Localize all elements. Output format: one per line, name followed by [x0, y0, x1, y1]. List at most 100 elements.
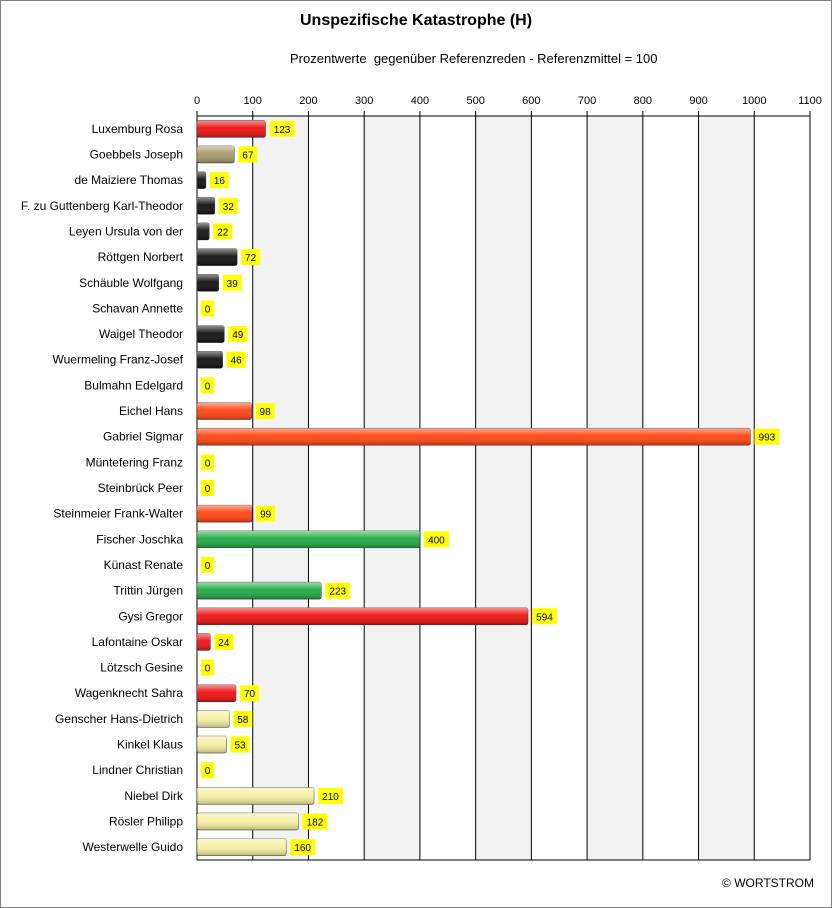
category-label: Röttgen Norbert [98, 250, 184, 264]
value-label: 210 [322, 792, 339, 803]
plot-stripe [531, 116, 588, 860]
value-label-bg [218, 197, 238, 214]
value-label: 32 [223, 202, 235, 213]
category-label: Lindner Christian [92, 763, 183, 777]
bar-gloss [197, 171, 206, 189]
chart-subtitle: Prozentwerte gegenüber Referenzreden - R… [290, 51, 658, 66]
value-label-bg [201, 556, 214, 573]
value-label-bg [214, 633, 234, 650]
value-label-bg [302, 813, 328, 830]
category-label: Müntefering Franz [86, 455, 183, 469]
category-label: Lafontaine Oskar [92, 635, 183, 649]
bar-gloss [197, 248, 238, 266]
value-label-bg [201, 762, 214, 779]
bar-gloss [197, 274, 219, 292]
value-label: 0 [205, 664, 211, 675]
category-label: Luxemburg Rosa [92, 122, 184, 136]
value-label-bg [255, 403, 275, 420]
value-label: 16 [214, 176, 226, 187]
category-label: Genscher Hans-Dietrich [55, 712, 183, 726]
bar-gloss [197, 505, 253, 523]
bar-gloss [197, 736, 227, 754]
bar-gloss [197, 325, 225, 343]
value-label: 49 [232, 330, 244, 341]
value-label: 594 [536, 612, 553, 623]
category-label: Waigel Theodor [99, 327, 183, 341]
value-label: 67 [242, 150, 254, 161]
value-label: 39 [227, 279, 239, 290]
plot-stripe [475, 116, 532, 860]
bar-gloss [197, 787, 315, 805]
category-label: Niebel Dirk [124, 789, 184, 803]
category-label: Wuermeling Franz-Josef [53, 353, 184, 367]
value-label: 0 [205, 458, 211, 469]
value-label: 46 [231, 356, 243, 367]
value-label: 993 [759, 433, 776, 444]
value-label-bg [226, 351, 246, 368]
value-label-bg [201, 480, 214, 496]
value-label: 99 [260, 510, 272, 521]
copyright-note: © WORTSTROM [722, 876, 814, 890]
bar-gloss [197, 428, 751, 446]
value-label: 24 [218, 638, 230, 649]
value-label: 0 [205, 304, 211, 315]
category-label: Rösler Philipp [109, 815, 183, 829]
value-label-bg [754, 428, 780, 445]
value-label-bg [228, 326, 248, 343]
bar-gloss [197, 838, 287, 856]
value-label-bg [222, 274, 242, 291]
bar-gloss [197, 351, 223, 369]
category-label: Wagenknecht Sahra [75, 686, 184, 700]
chart-title: Unspezifische Katastrophe (H) [300, 12, 533, 29]
value-label: 0 [205, 561, 211, 572]
category-label: Trittin Jürgen [113, 584, 183, 598]
x-tick-label: 700 [578, 95, 596, 107]
bar-gloss [197, 197, 215, 215]
plot-stripe [754, 116, 810, 860]
value-label-bg [230, 736, 250, 753]
category-label: de Maiziere Thomas [75, 173, 184, 187]
category-label: Westerwelle Guido [83, 840, 184, 854]
value-label: 400 [428, 535, 445, 546]
value-label-bg [201, 454, 214, 471]
bar-gloss [197, 633, 211, 651]
category-label: Eichel Hans [119, 404, 183, 418]
category-label: Schavan Annette [92, 301, 183, 315]
value-label-bg [325, 582, 351, 599]
x-tick-label: 0 [194, 95, 200, 107]
x-tick-label: 1100 [798, 95, 822, 107]
value-label-bg [318, 787, 344, 804]
x-tick-label: 600 [522, 95, 540, 107]
category-label: Steinmeier Frank-Walter [53, 507, 183, 521]
bar-gloss [197, 710, 230, 728]
bar-gloss [197, 120, 266, 138]
bar-gloss [197, 813, 299, 831]
value-label-bg [233, 710, 253, 727]
bar-gloss [197, 607, 529, 625]
category-label: Lötzsch Gesine [100, 661, 183, 675]
plot-stripe [364, 116, 420, 860]
value-label: 0 [205, 484, 211, 495]
value-label-bg [201, 659, 214, 676]
value-label: 22 [217, 227, 229, 238]
category-label: Schäuble Wolfgang [79, 276, 183, 290]
value-label-bg [213, 223, 233, 240]
value-label-bg [423, 531, 449, 548]
x-tick-label: 800 [634, 95, 652, 107]
category-label: Gysi Gregor [118, 609, 183, 623]
value-label-bg [238, 146, 258, 163]
value-label: 0 [205, 766, 211, 777]
x-tick-label: 200 [299, 95, 317, 107]
category-label: Fischer Joschka [96, 532, 183, 546]
value-label: 123 [274, 125, 291, 136]
category-label: Kinkel Klaus [117, 738, 183, 752]
value-label-bg [256, 505, 276, 522]
category-label: Goebbels Joseph [90, 147, 183, 161]
plot-stripe [642, 116, 699, 860]
plot-stripe [419, 116, 476, 860]
value-label-bg [201, 377, 214, 394]
value-label: 182 [307, 818, 324, 829]
category-label: Steinbrück Peer [98, 481, 183, 495]
bar-gloss [197, 684, 237, 702]
